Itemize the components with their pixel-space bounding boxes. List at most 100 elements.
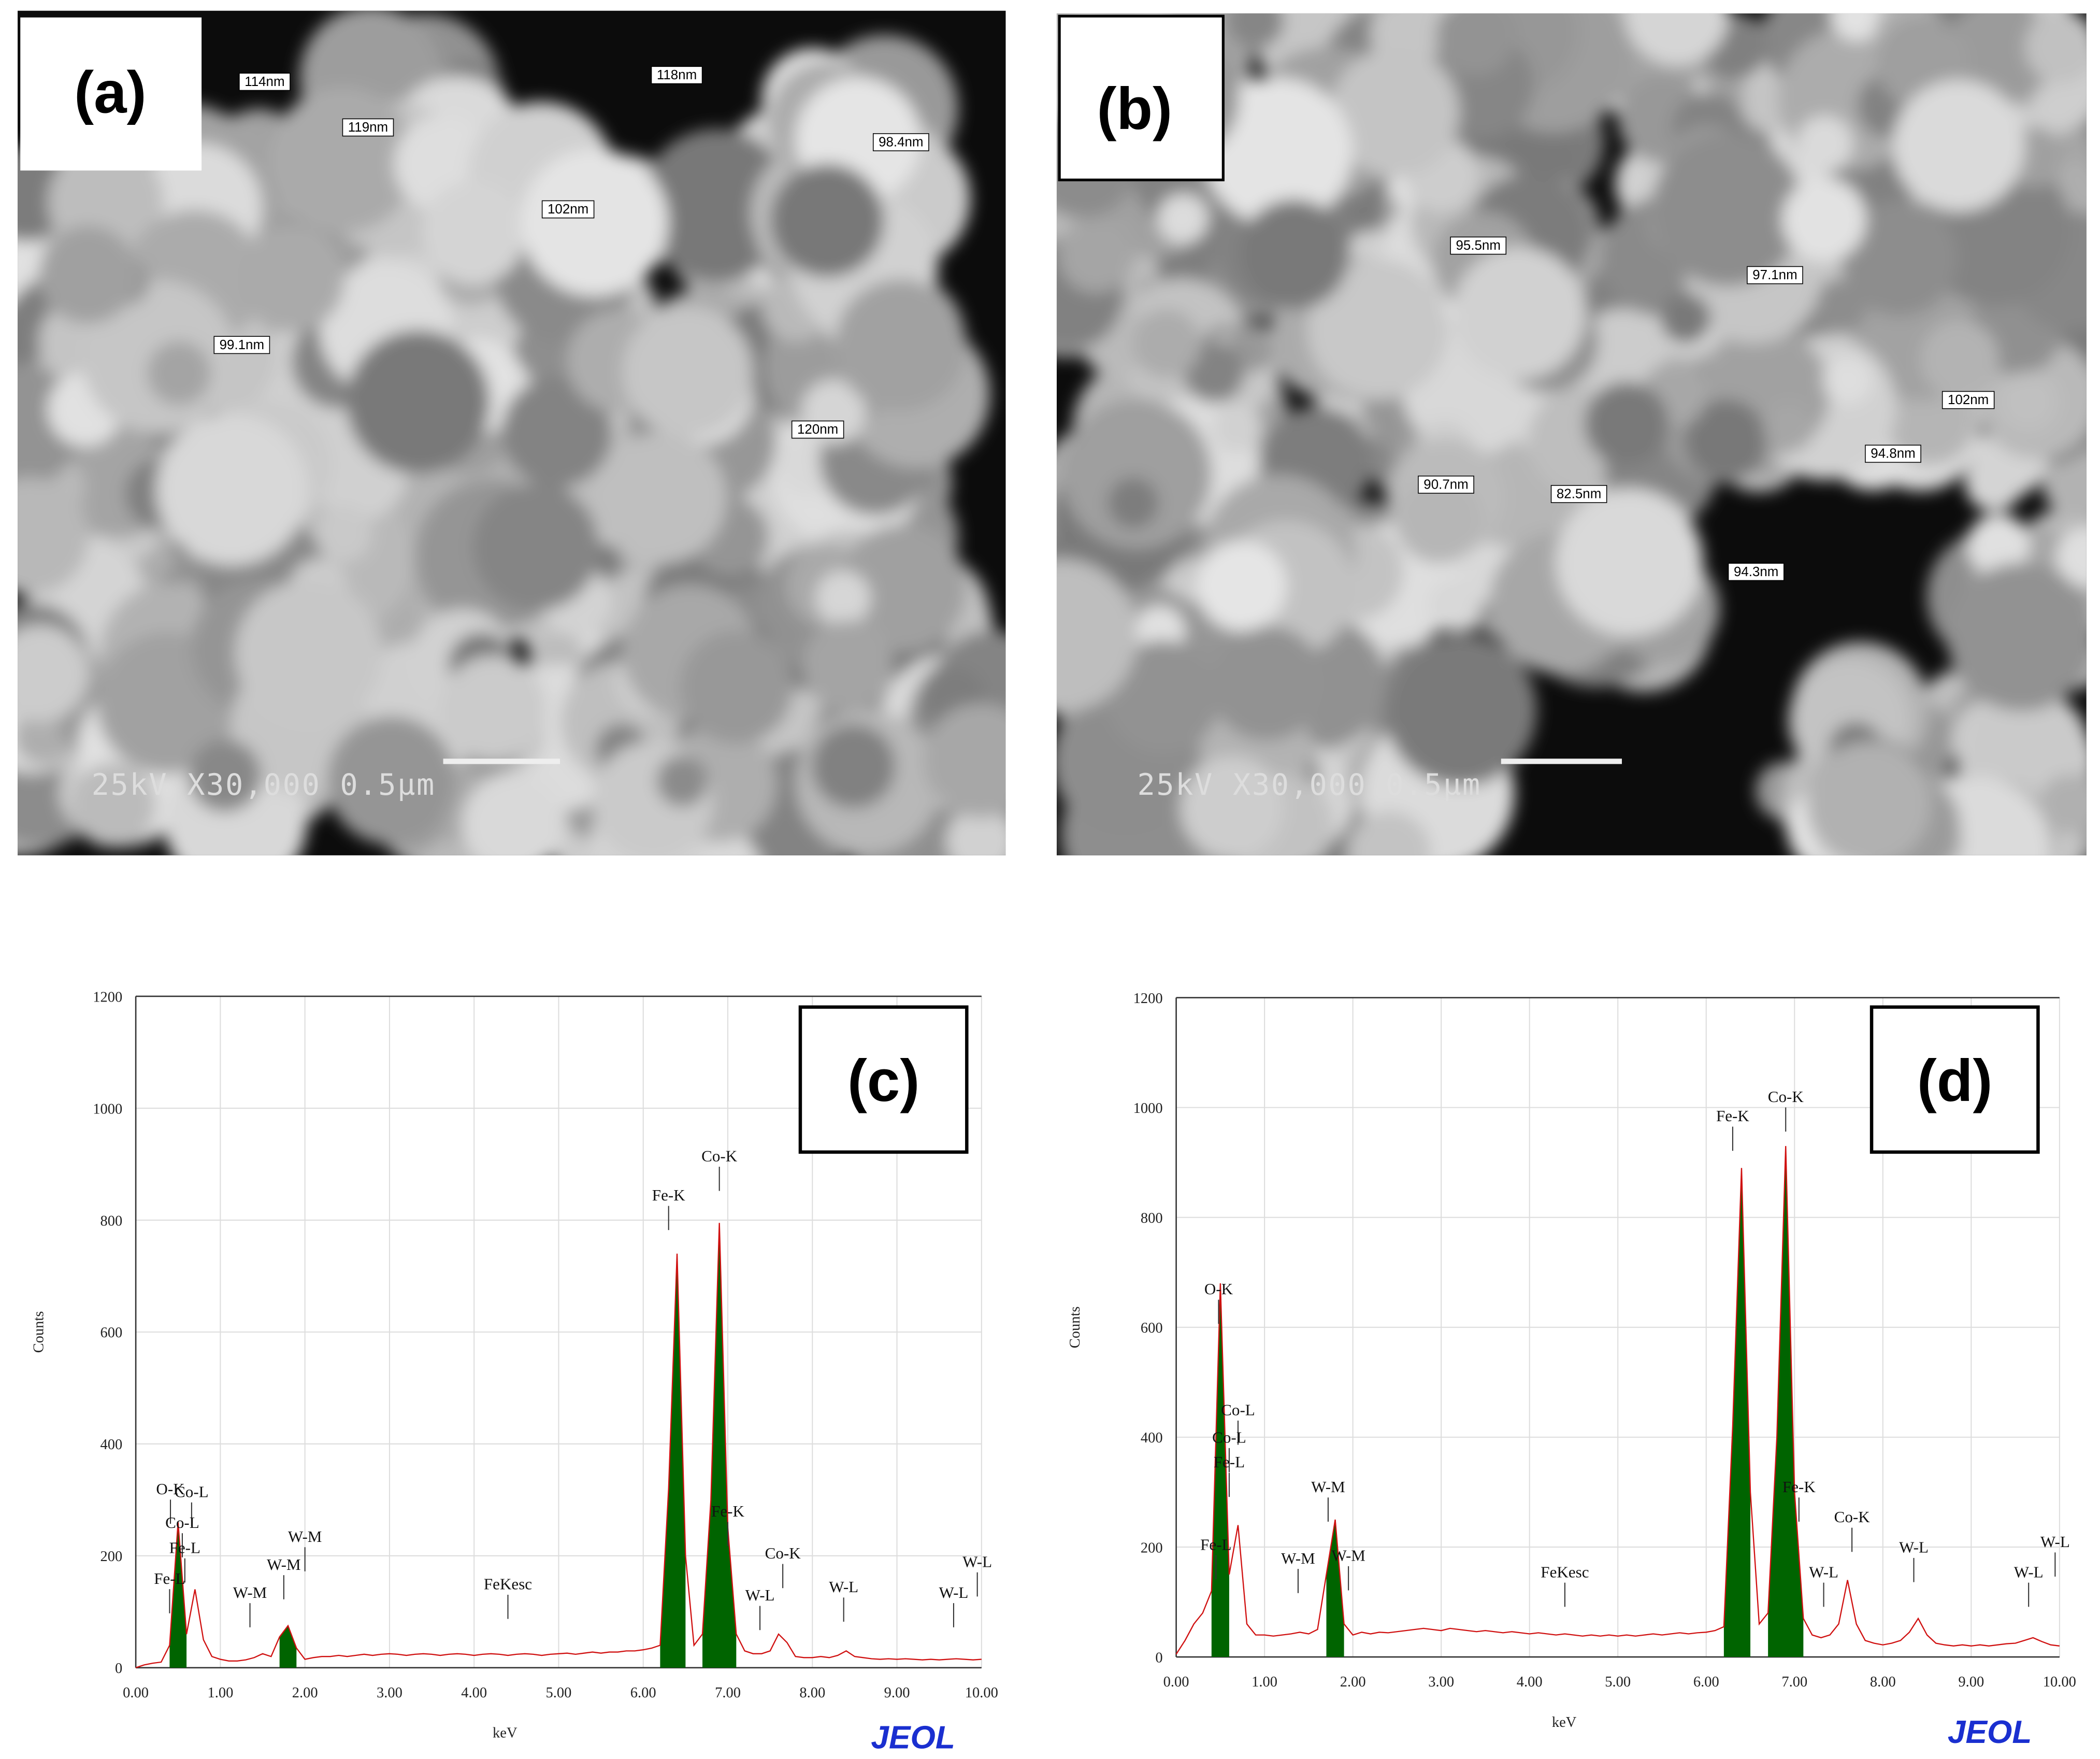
particle [1106,640,1220,754]
x-tick-label: 7.00 [1781,1674,1807,1690]
particle [640,128,793,281]
particle [315,506,372,563]
y-axis-label: Counts [31,1311,47,1353]
particle [595,432,727,564]
peak-label: Fe-K [652,1186,685,1204]
peak-label: Fe-L [154,1569,185,1588]
particle [1807,741,1932,855]
particles [18,10,1006,855]
particle [327,716,456,845]
particle [1584,382,1669,466]
panel-box [1869,1005,2040,1154]
y-tick-label: 1200 [93,989,122,1005]
panel-box [1058,15,1225,181]
peak-area [1326,1519,1344,1657]
panel-label: (b) [1097,76,1172,142]
measurement: 120nm [797,422,838,437]
measurement-box [1728,563,1785,581]
particle [1180,756,1284,855]
peak-label: Co-L [165,1513,199,1532]
particle [1576,308,1669,402]
scale-text: 25kV X30,000 0.5μm [92,768,436,802]
y-tick-label: 800 [100,1213,122,1229]
particle [622,306,753,437]
particle [2056,527,2087,588]
peak-label: Fe-L [1214,1453,1245,1471]
x-tick-label: 6.00 [630,1685,656,1701]
measurement-box [239,73,291,91]
y-tick-label: 400 [100,1437,122,1453]
x-tick-label: 6.00 [1693,1674,1719,1690]
particle [1132,309,1201,378]
peak-label: Fe-K [1716,1107,1749,1125]
peak-label: FeKesc [484,1575,532,1593]
y-tick-label: 200 [100,1549,122,1565]
particle [923,703,1006,818]
particle [501,377,612,488]
peak-label: FeKesc [1541,1563,1589,1581]
peak-label: W-M [288,1527,322,1546]
particle [18,477,89,595]
measurement: 97.1nm [1752,268,1797,282]
x-tick-label: 10.00 [2043,1674,2076,1690]
measurement-box [213,336,270,354]
measurement-box [1747,266,1803,284]
sem-image: (b) 95.5nm 97.1nm 102nm 94.8nm 90.7nm 82… [1056,13,2087,855]
particle [2024,13,2087,83]
x-tick-label: 3.00 [377,1685,402,1701]
particle [1212,404,1262,453]
measurement: 102nm [548,202,588,217]
x-tick-label: 2.00 [292,1685,318,1701]
particle [946,807,1006,855]
peak-label: Co-K [701,1147,738,1165]
particles [1056,13,2087,855]
x-tick-label: 1.00 [1252,1674,1277,1690]
y-tick-label: 1200 [1133,991,1163,1007]
peak-label: W-L [962,1552,992,1570]
panel-label: (c) [847,1048,919,1114]
particle [1427,578,1481,632]
particle [189,739,261,812]
particle [811,724,896,808]
peak-label: W-L [2040,1533,2070,1551]
measurement: 119nm [348,120,388,135]
x-tick-label: 2.00 [1340,1674,1366,1690]
peak-label: Co-K [1834,1508,1871,1526]
sem-image: (a) 114nm 119nm 118nm 98.4nm 102nm 99.1n… [18,10,1006,855]
particle [1796,116,1853,173]
measurement: 95.5nm [1456,238,1501,253]
particle [1685,399,1767,481]
x-tick-label: 1.00 [207,1685,233,1701]
measurement: 94.3nm [1734,565,1778,579]
peak-area [1723,1168,1751,1657]
scale-text: 25kV X30,000 0.5μm [1137,768,1481,802]
particle [802,620,894,711]
panel-label: (d) [1917,1048,1993,1114]
peak-label: Co-K [765,1544,801,1562]
particle [1920,320,1999,399]
particle [2043,449,2087,519]
logo: JEOL [1948,1714,2032,1750]
y-tick-label: 600 [1141,1320,1163,1336]
measurement-box [872,133,929,151]
y-axis-label: Counts [1067,1306,1083,1348]
particle [1056,559,1138,712]
measurement: 98.4nm [879,135,923,149]
x-tick-label: 8.00 [799,1685,825,1701]
peak-label: Co-L [175,1482,209,1500]
particle [1967,513,2030,576]
particle [1823,355,1872,405]
x-tick-label: 8.00 [1870,1674,1896,1690]
measurement: 99.1nm [220,338,264,352]
peak-label: Fe-K [1782,1478,1816,1496]
particle [1841,199,1958,317]
measurement-box [541,200,595,219]
particle [1385,634,1537,786]
particle [1660,293,1711,344]
particle [440,655,546,762]
x-tick-label: 4.00 [461,1685,487,1701]
particle [1307,259,1448,400]
particle [346,330,490,474]
particle [1209,625,1324,740]
